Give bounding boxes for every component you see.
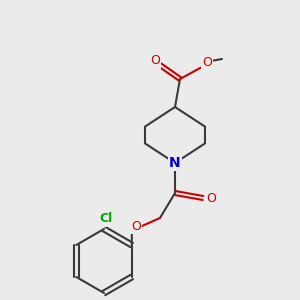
Text: Cl: Cl <box>99 212 112 226</box>
Text: O: O <box>150 55 160 68</box>
Text: O: O <box>131 220 141 232</box>
Text: O: O <box>202 56 212 68</box>
Text: N: N <box>169 156 181 170</box>
Text: O: O <box>206 191 216 205</box>
